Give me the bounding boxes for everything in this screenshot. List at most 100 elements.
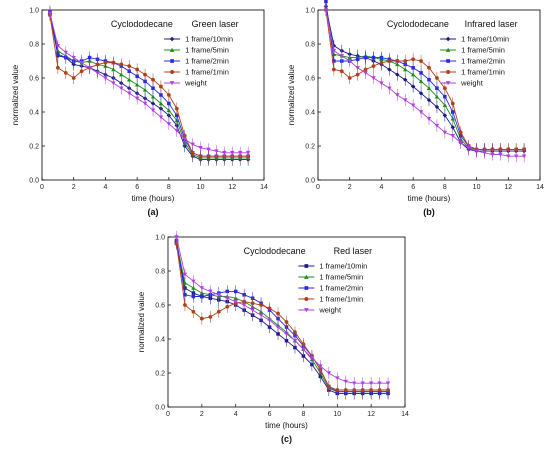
series-line <box>325 9 525 150</box>
y-tick-label: 1.0 <box>305 8 315 15</box>
data-point <box>403 59 408 63</box>
data-point <box>387 86 392 91</box>
legend-entry: 1 frame/5min <box>461 46 505 55</box>
data-point <box>225 304 230 309</box>
data-point <box>466 145 471 150</box>
legend-entry: 1 frame/10min <box>319 262 367 271</box>
legend-marker <box>304 264 309 268</box>
panel-label: (b) <box>423 207 435 217</box>
chart-subtitle: Red laser <box>334 246 373 256</box>
data-point <box>339 69 344 74</box>
data-point <box>360 388 365 392</box>
data-point <box>387 67 392 72</box>
data-point <box>182 280 188 285</box>
data-point <box>79 69 84 74</box>
data-point <box>250 308 255 313</box>
x-axis-label: time (hours) <box>408 194 451 203</box>
x-tick-label: 0 <box>316 184 320 191</box>
data-point <box>159 93 163 97</box>
data-point <box>230 151 235 155</box>
data-point <box>343 379 348 384</box>
panel-label: (c) <box>281 434 292 444</box>
data-point <box>387 59 392 63</box>
series-5 <box>47 7 251 159</box>
legend-entry: 1 frame/1min <box>319 295 363 304</box>
legend: 1 frame/10min 1 frame/5min 1 frame/2min 1 f… <box>298 262 367 315</box>
data-point <box>182 137 187 142</box>
y-tick-label: 0.0 <box>29 178 39 185</box>
data-point <box>258 313 264 318</box>
x-tick-label: 8 <box>301 411 305 418</box>
series-1 <box>47 7 251 166</box>
data-point <box>301 354 306 358</box>
chart-panel-1: 0 2 4 6 8 10 12 14 0.0 0.2 0.4 0.6 0.8 1.0 time (hours… <box>11 5 268 217</box>
x-axis-label: time (hours) <box>265 421 308 430</box>
data-point <box>242 293 246 297</box>
data-point <box>191 294 196 299</box>
data-point <box>435 86 439 90</box>
legend-marker <box>169 81 175 86</box>
data-point <box>292 338 298 343</box>
data-point <box>214 149 219 154</box>
data-point <box>335 388 340 392</box>
legend-entry: weight <box>460 79 484 88</box>
data-point <box>199 316 204 321</box>
data-point <box>119 62 124 67</box>
series-5 <box>174 230 391 390</box>
legend-entry: 1 frame/10min <box>185 35 233 44</box>
chart-title: Cyclododecane <box>244 246 306 256</box>
data-point <box>293 345 297 350</box>
x-tick-label: 8 <box>443 184 447 191</box>
data-point <box>158 101 164 106</box>
data-point <box>482 151 487 155</box>
y-tick-label: 0.2 <box>155 371 165 378</box>
data-point <box>127 64 132 68</box>
data-point <box>200 294 204 299</box>
data-point <box>71 76 76 80</box>
data-point <box>167 101 171 106</box>
data-point <box>151 77 155 82</box>
data-point <box>411 66 415 70</box>
series-2 <box>47 7 251 165</box>
data-point <box>166 122 172 127</box>
y-tick-label: 0.4 <box>305 110 315 117</box>
data-point <box>119 72 124 77</box>
data-point <box>498 152 503 157</box>
data-point <box>191 309 196 314</box>
series-3 <box>48 5 250 163</box>
data-point <box>284 332 289 337</box>
data-point <box>127 91 132 96</box>
y-tick-label: 1.0 <box>29 8 39 15</box>
data-point <box>442 130 448 135</box>
legend: 1 frame/10min 1 frame/5min 1 frame/2min 1 f… <box>440 35 509 88</box>
data-point <box>442 103 448 107</box>
x-tick-label: 6 <box>135 184 139 191</box>
x-tick-label: 0 <box>166 411 170 418</box>
x-tick-label: 10 <box>333 411 341 418</box>
data-point <box>241 303 247 308</box>
legend-entry: 1 frame/2min <box>319 284 363 293</box>
x-tick-label: 4 <box>234 411 238 418</box>
legend-entry: 1 frame/5min <box>319 273 363 282</box>
data-point <box>87 66 92 70</box>
data-point <box>418 79 424 84</box>
data-point <box>450 125 455 130</box>
data-point <box>135 74 139 79</box>
data-point <box>63 71 68 75</box>
x-tick-label: 8 <box>167 184 171 191</box>
data-point <box>238 151 243 155</box>
data-point <box>403 77 408 82</box>
data-point <box>443 94 447 99</box>
series-line <box>176 236 389 384</box>
legend-marker <box>445 81 451 86</box>
legend-entry: 1 frame/2min <box>185 57 229 66</box>
data-point <box>490 152 495 157</box>
data-point <box>191 279 196 284</box>
y-tick-label: 0.2 <box>29 144 39 151</box>
data-point <box>250 301 255 306</box>
chart-panel-3: 0 2 4 6 8 10 12 14 0.0 0.2 0.4 0.6 0.8 1.0 time (hours… <box>137 230 409 444</box>
data-point <box>158 115 164 120</box>
data-point <box>134 82 140 87</box>
data-point <box>458 130 463 135</box>
data-point <box>442 86 447 91</box>
